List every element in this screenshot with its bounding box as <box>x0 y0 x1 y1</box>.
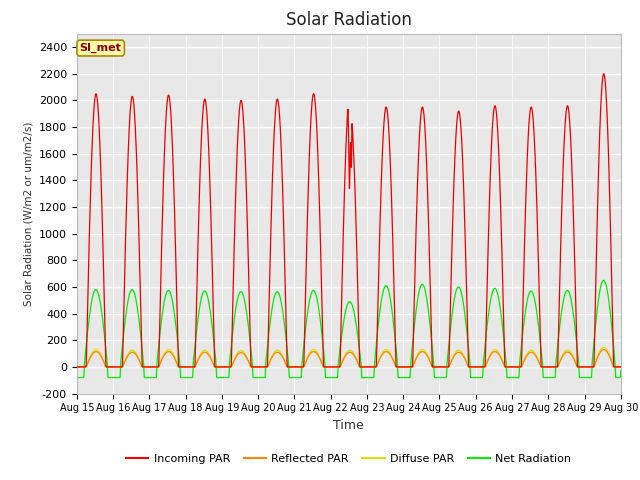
Legend: Incoming PAR, Reflected PAR, Diffuse PAR, Net Radiation: Incoming PAR, Reflected PAR, Diffuse PAR… <box>122 450 576 468</box>
Text: SI_met: SI_met <box>80 43 122 53</box>
X-axis label: Time: Time <box>333 419 364 432</box>
Y-axis label: Solar Radiation (W/m2 or um/m2/s): Solar Radiation (W/m2 or um/m2/s) <box>23 121 33 306</box>
Title: Solar Radiation: Solar Radiation <box>286 11 412 29</box>
